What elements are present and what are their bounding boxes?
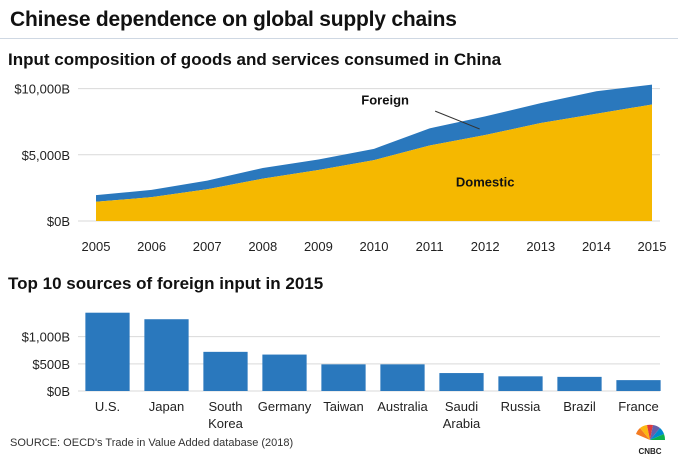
bar — [498, 376, 543, 391]
x-tick-label: 2015 — [638, 239, 667, 254]
bar — [203, 351, 248, 391]
bar-chart: $0B $500B $1,000B U.S. Japan South Korea German… — [22, 312, 661, 431]
annotation-foreign: Foreign — [361, 93, 409, 108]
x-tick-label: 2005 — [82, 239, 111, 254]
x-tick-label: Japan — [149, 399, 184, 414]
y-tick-label: $10,000B — [14, 82, 70, 97]
cnbc-logo: CNBC — [626, 424, 674, 456]
x-tick-label: 2010 — [360, 239, 389, 254]
x-tick-label: 2008 — [248, 239, 277, 254]
y-tick-label: $0B — [47, 384, 70, 399]
x-tick-label: Arabia — [443, 416, 481, 431]
x-tick-label: 2011 — [416, 239, 444, 254]
series-area-foreign — [96, 84, 652, 202]
x-tick-label: Saudi — [445, 399, 478, 414]
annotation-leader-line — [434, 110, 480, 130]
bar — [262, 354, 307, 391]
bar — [144, 319, 189, 391]
area-chart-title: Input composition of goods and services … — [8, 50, 502, 69]
logo-text: CNBC — [638, 447, 661, 456]
title-divider — [0, 38, 678, 39]
x-tick-label: Australia — [377, 399, 428, 414]
x-tick-label: Russia — [501, 399, 542, 414]
x-tick-label: 2006 — [137, 239, 166, 254]
x-tick-label: 2009 — [304, 239, 333, 254]
x-tick-label: 2013 — [526, 239, 555, 254]
y-tick-label: $0B — [47, 214, 70, 229]
y-tick-label: $1,000B — [22, 330, 70, 345]
x-tick-label: 2007 — [193, 239, 222, 254]
y-tick-label: $500B — [32, 357, 70, 372]
x-tick-label: Taiwan — [323, 399, 363, 414]
bar — [616, 380, 661, 391]
x-tick-label: U.S. — [95, 399, 120, 414]
bar — [380, 364, 425, 391]
series-area-domestic — [96, 104, 652, 221]
y-tick-label: $5,000B — [22, 148, 70, 163]
x-tick-label: Brazil — [563, 399, 596, 414]
x-tick-label: Korea — [208, 416, 243, 431]
annotation-domestic: Domestic — [456, 175, 515, 190]
x-tick-label: 2014 — [582, 239, 611, 254]
source-note: SOURCE: OECD's Trade in Value Added data… — [10, 437, 294, 449]
area-chart: $0B $5,000B $10,000B 2005 2006 2007 2008 2009 20… — [14, 82, 667, 254]
x-tick-label: France — [618, 399, 658, 414]
page-title: Chinese dependence on global supply chai… — [10, 8, 457, 31]
bar — [557, 376, 602, 391]
x-tick-label: Germany — [258, 399, 312, 414]
bar — [321, 364, 366, 391]
x-tick-label: 2012 — [471, 239, 500, 254]
bar — [85, 312, 130, 391]
bar-chart-title: Top 10 sources of foreign input in 2015 — [8, 274, 324, 293]
bar — [439, 373, 484, 391]
x-tick-label: South — [209, 399, 243, 414]
